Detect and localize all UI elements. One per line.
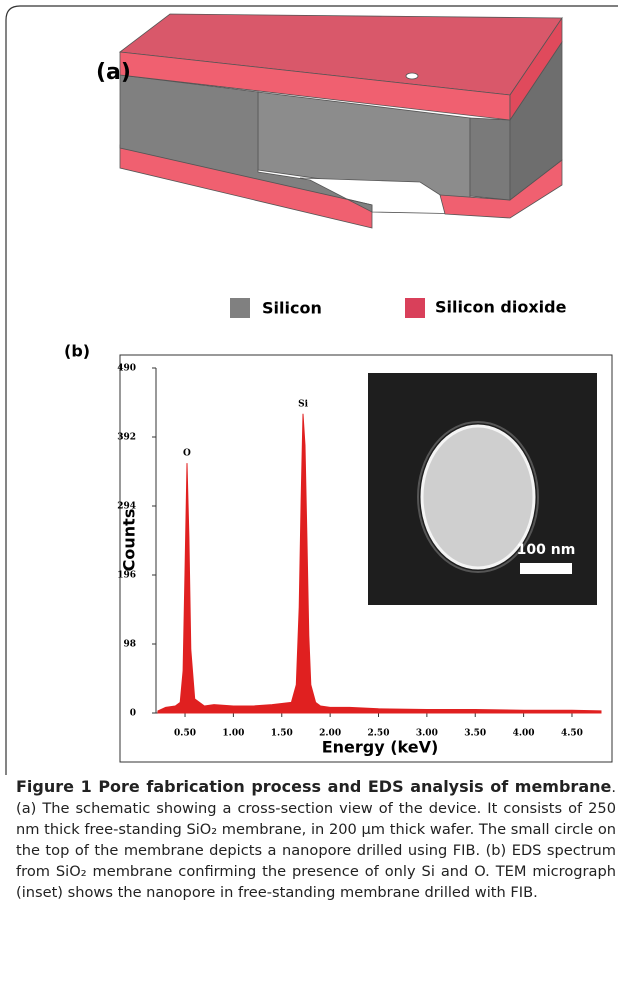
y-tick-label: 98 [123, 640, 136, 650]
legend-swatch [405, 298, 425, 318]
panel-label: (a) [96, 60, 131, 85]
y-tick-label: 490 [117, 364, 136, 374]
x-tick-label: 4.00 [513, 729, 535, 739]
y-axis-label: Counts [120, 509, 139, 572]
schematic [120, 14, 562, 228]
nanopore [406, 73, 418, 79]
x-tick-label: 3.50 [464, 729, 486, 739]
legend-swatch [230, 298, 250, 318]
silicon-right-front [470, 118, 510, 200]
peak-label: Si [298, 399, 308, 409]
figure: (a) Silicon Silicon dioxide (b) 09819629… [0, 0, 624, 775]
x-axis-label: Energy (keV) [322, 738, 439, 757]
peak-label: O [183, 449, 191, 459]
x-tick-label: 1.00 [222, 729, 244, 739]
scale-bar [520, 563, 572, 574]
y-tick-label: 0 [130, 709, 136, 719]
panel-label: (b) [64, 342, 90, 361]
x-tick-label: 0.50 [174, 729, 196, 739]
caption: Figure 1 Pore fabrication process and ED… [16, 776, 616, 903]
scale-label: 100 nm [517, 542, 576, 558]
page: (a) Silicon Silicon dioxide (b) 09819629… [0, 0, 624, 996]
y-tick-label: 392 [117, 433, 136, 443]
caption-text: . (a) The schematic showing a cross-sect… [16, 779, 616, 901]
caption-title: Figure 1 Pore fabrication process and ED… [16, 777, 611, 796]
x-tick-label: 1.50 [271, 729, 293, 739]
legend-label: Silicon dioxide [435, 298, 567, 317]
legend-label: Silicon [262, 299, 322, 318]
x-tick-label: 4.50 [561, 729, 583, 739]
